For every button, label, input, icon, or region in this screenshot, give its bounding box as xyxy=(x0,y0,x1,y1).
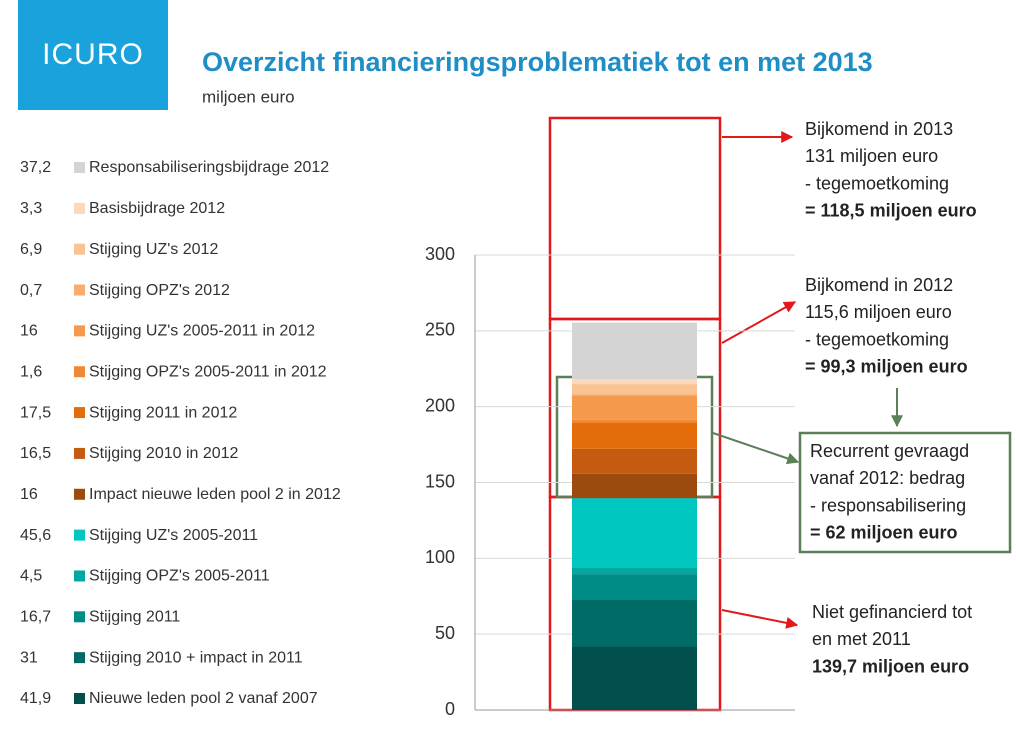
bar-segment xyxy=(572,394,697,396)
legend-swatch xyxy=(74,284,85,296)
bar-segment xyxy=(572,395,697,420)
annotation-line: - tegemoetkoming xyxy=(805,329,949,349)
bar-segment xyxy=(572,384,697,395)
legend-swatch xyxy=(74,611,85,623)
legend-swatch xyxy=(74,325,85,337)
title: Overzicht financieringsproblematiek tot … xyxy=(202,47,873,77)
box-2013 xyxy=(548,116,722,321)
legend-value: 16 xyxy=(20,323,38,340)
bar-segment xyxy=(572,422,697,449)
legend-swatch xyxy=(74,652,85,664)
legend-label: Stijging 2011 xyxy=(89,609,180,626)
legend-value: 37,2 xyxy=(20,159,51,176)
bar-segment xyxy=(572,379,697,385)
y-tick-label: 50 xyxy=(435,623,455,643)
legend-swatch xyxy=(74,447,85,459)
box-recurrent-label xyxy=(798,431,1012,554)
legend-value: 1,6 xyxy=(20,363,42,380)
legend-value: 4,5 xyxy=(20,568,42,585)
legend-value: 3,3 xyxy=(20,200,42,217)
legend-value: 41,9 xyxy=(20,690,51,707)
legend-value: 16,5 xyxy=(20,445,51,462)
arrow xyxy=(721,301,797,344)
legend-swatch xyxy=(74,693,85,704)
legend-value: 0,7 xyxy=(20,282,42,299)
legend-value: 6,9 xyxy=(20,241,42,258)
y-tick-label: 150 xyxy=(425,471,455,491)
bar-segment xyxy=(572,448,697,474)
annotation-line: = 62 miljoen euro xyxy=(810,523,958,543)
legend-label: Responsabiliseringsbijdrage 2012 xyxy=(89,159,329,176)
legend-swatch xyxy=(74,529,85,541)
legend-value: 31 xyxy=(20,649,38,666)
legend-swatch xyxy=(74,366,85,378)
legend-label: Impact nieuwe leden pool 2 in 2012 xyxy=(89,486,341,503)
legend-swatch xyxy=(74,488,85,500)
legend-value: 16,7 xyxy=(20,609,51,626)
annotation-line: Recurrent gevraagd xyxy=(810,441,969,461)
legend-swatch xyxy=(74,407,85,419)
bar-segment xyxy=(572,599,697,647)
y-tick-label: 0 xyxy=(445,699,455,719)
bar-segment xyxy=(572,498,697,568)
y-tick-label: 250 xyxy=(425,320,455,340)
legend-label: Stijging 2010 in 2012 xyxy=(89,445,239,462)
annotation-line: - responsabilisering xyxy=(810,495,966,515)
annotation-line: 139,7 miljoen euro xyxy=(812,656,969,676)
y-tick-label: 300 xyxy=(425,244,455,264)
annotation-line: vanaf 2012: bedrag xyxy=(810,468,965,488)
bar-segment xyxy=(572,574,697,600)
legend-label: Stijging UZ's 2012 xyxy=(89,241,218,258)
legend-value: 45,6 xyxy=(20,527,51,544)
bar-segment xyxy=(572,646,697,710)
annotation-line: = 118,5 miljoen euro xyxy=(805,201,977,221)
legend-value: 17,5 xyxy=(20,404,51,421)
legend-swatch xyxy=(74,570,85,582)
legend-label: Stijging OPZ's 2005-2011 in 2012 xyxy=(89,363,327,380)
legend-label: Basisbijdrage 2012 xyxy=(89,200,225,217)
legend-swatch xyxy=(74,162,85,173)
legend-value: 16 xyxy=(20,486,38,503)
legend-label: Stijging OPZ's 2005-2011 xyxy=(89,568,270,585)
logo: ICURO xyxy=(42,38,144,71)
annotation-line: = 99,3 miljoen euro xyxy=(805,357,968,377)
annotation-line: - tegemoetkoming xyxy=(805,173,949,193)
legend-label: Nieuwe leden pool 2 vanaf 2007 xyxy=(89,690,318,707)
annotation-line: Niet gefinancierd tot xyxy=(812,602,972,622)
annotation-line: 115,6 miljoen euro xyxy=(805,302,952,322)
annotation-line: en met 2011 xyxy=(812,629,911,649)
bar-segment xyxy=(572,473,697,499)
legend-swatch xyxy=(74,202,85,214)
y-tick-label: 200 xyxy=(425,395,455,415)
subtitle: miljoen euro xyxy=(202,87,295,106)
arrow xyxy=(712,432,800,465)
bar-segment xyxy=(572,322,697,380)
legend-label: Stijging 2010 + impact in 2011 xyxy=(89,649,303,666)
y-tick-label: 100 xyxy=(425,547,455,567)
annotation-line: Bijkomend in 2013 xyxy=(805,119,953,139)
legend-label: Stijging OPZ's 2012 xyxy=(89,282,230,299)
arrow xyxy=(721,609,799,629)
annotation-line: Bijkomend in 2012 xyxy=(805,275,953,295)
bar-segment xyxy=(572,567,697,575)
legend-label: Stijging UZ's 2005-2011 xyxy=(89,527,258,544)
legend-label: Stijging 2011 in 2012 xyxy=(89,404,237,421)
annotation-line: 131 miljoen euro xyxy=(805,146,938,166)
logo-box xyxy=(18,0,168,110)
legend-label: Stijging UZ's 2005-2011 in 2012 xyxy=(89,323,315,340)
legend-swatch xyxy=(74,243,85,255)
bar-segment xyxy=(572,419,697,423)
